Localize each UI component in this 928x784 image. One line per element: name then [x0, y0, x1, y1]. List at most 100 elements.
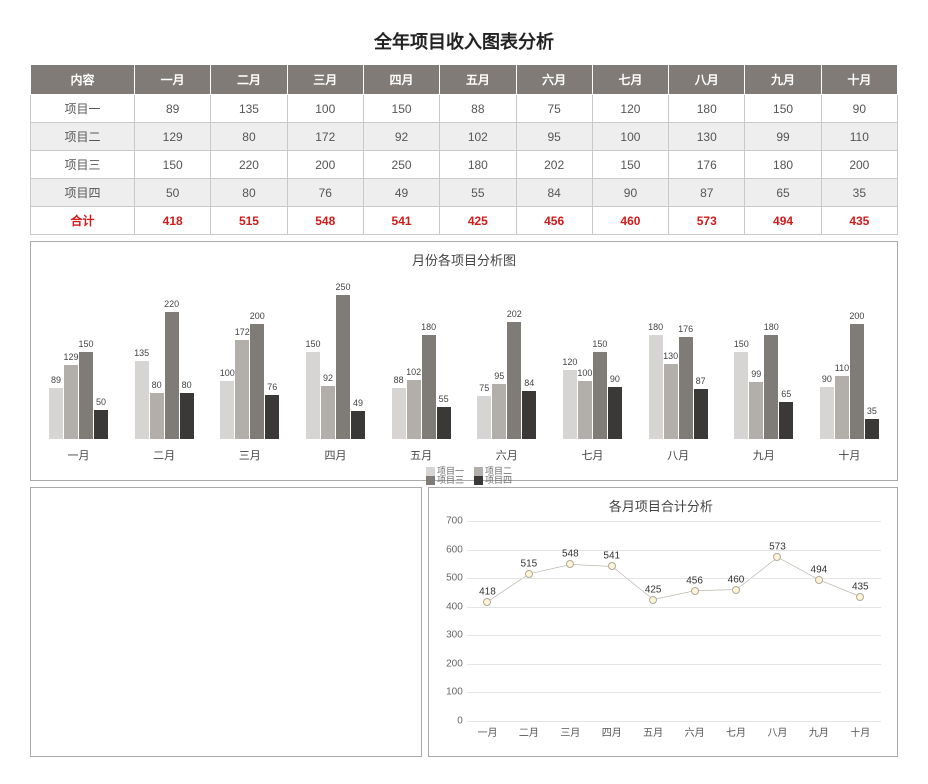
- bar: 150: [734, 352, 748, 439]
- bar: 99: [749, 382, 763, 439]
- x-tick-label: 九月: [809, 724, 829, 739]
- gridline: [467, 521, 881, 522]
- bar-value-label: 65: [781, 389, 791, 399]
- bar: 90: [820, 387, 834, 439]
- gridline: [467, 692, 881, 693]
- table-cell: 95: [516, 123, 592, 151]
- line-marker: [773, 553, 781, 561]
- line-marker: [856, 593, 864, 601]
- x-tick-label: 三月: [560, 724, 580, 739]
- y-tick-label: 100: [437, 687, 463, 698]
- bar-group: 12010015090七月: [563, 352, 622, 439]
- bar-category-label: 四月: [324, 447, 346, 463]
- bar: 172: [235, 340, 249, 439]
- y-tick-label: 0: [437, 716, 463, 727]
- bar-value-label: 90: [610, 374, 620, 384]
- line-marker: [815, 576, 823, 584]
- bar-group: 9011020035十月: [820, 324, 879, 439]
- bar: 65: [779, 402, 793, 440]
- table-header-cell: 三月: [287, 65, 363, 95]
- bar: 49: [351, 411, 365, 439]
- table-total-row: 合计418515548541425456460573494435: [31, 207, 898, 235]
- bar: 150: [306, 352, 320, 439]
- table-row: 项目一89135100150887512018015090: [31, 95, 898, 123]
- bar-value-label: 200: [250, 311, 265, 321]
- table-row-label: 项目三: [31, 151, 135, 179]
- table-total-cell: 460: [592, 207, 668, 235]
- table-header-cell: 五月: [440, 65, 516, 95]
- bar-value-label: 250: [335, 282, 350, 292]
- bar-value-label: 80: [182, 380, 192, 390]
- bar-value-label: 150: [78, 339, 93, 349]
- bar: 35: [865, 419, 879, 439]
- bar-group: 1358022080二月: [135, 312, 194, 439]
- bar: 95: [492, 384, 506, 439]
- bar-value-label: 35: [867, 406, 877, 416]
- table-cell: 100: [592, 123, 668, 151]
- line-chart-title: 各月项目合计分析: [437, 496, 885, 515]
- y-tick-label: 300: [437, 630, 463, 641]
- bar-value-label: 150: [305, 339, 320, 349]
- table-row-label: 项目一: [31, 95, 135, 123]
- bar-value-label: 176: [678, 324, 693, 334]
- table-cell: 49: [363, 179, 439, 207]
- line-value-label: 456: [686, 575, 703, 586]
- y-tick-label: 500: [437, 573, 463, 584]
- bar-value-label: 75: [479, 383, 489, 393]
- bar: 202: [507, 322, 521, 439]
- bar: 180: [649, 335, 663, 439]
- bar-value-label: 76: [267, 382, 277, 392]
- table-total-cell: 515: [211, 207, 287, 235]
- bar-value-label: 49: [353, 398, 363, 408]
- bar-chart-panel: 月份各项目分析图 8912915050一月1358022080二月1001722…: [30, 241, 898, 481]
- bar: 110: [835, 376, 849, 439]
- bar-value-label: 180: [648, 322, 663, 332]
- bar: 150: [593, 352, 607, 439]
- bar: 102: [407, 380, 421, 439]
- bar-value-label: 80: [152, 380, 162, 390]
- bar-category-label: 七月: [581, 447, 603, 463]
- bar-group: 8912915050一月: [49, 352, 108, 439]
- line-value-label: 435: [852, 581, 869, 592]
- table-cell: 89: [135, 95, 211, 123]
- line-marker: [525, 570, 533, 578]
- bar: 176: [679, 337, 693, 439]
- bar-category-label: 二月: [153, 447, 175, 463]
- bar-value-label: 200: [849, 311, 864, 321]
- line-chart-plot: 0100200300400500600700一月二月三月四月五月六月七月八月九月…: [467, 521, 881, 721]
- line-value-label: 418: [479, 586, 496, 597]
- table-header-cell: 一月: [135, 65, 211, 95]
- table-total-cell: 494: [745, 207, 821, 235]
- bar: 180: [764, 335, 778, 439]
- table-header-cell: 十月: [821, 65, 897, 95]
- table-cell: 55: [440, 179, 516, 207]
- line-marker: [566, 560, 574, 568]
- bar: 220: [165, 312, 179, 439]
- table-cell: 80: [211, 123, 287, 151]
- table-row-label: 项目二: [31, 123, 135, 151]
- table-cell: 76: [287, 179, 363, 207]
- table-header-cell: 四月: [363, 65, 439, 95]
- bar: 87: [694, 389, 708, 439]
- y-tick-label: 700: [437, 516, 463, 527]
- bar: 100: [578, 381, 592, 439]
- bar-value-label: 180: [764, 322, 779, 332]
- table-cell: 102: [440, 123, 516, 151]
- line-value-label: 541: [603, 551, 620, 562]
- bar-category-label: 一月: [68, 447, 90, 463]
- line-value-label: 425: [645, 584, 662, 595]
- table-cell: 180: [669, 95, 745, 123]
- table-cell: 92: [363, 123, 439, 151]
- table-cell: 90: [592, 179, 668, 207]
- bar: 180: [422, 335, 436, 439]
- table-cell: 87: [669, 179, 745, 207]
- bar-chart-plot: 8912915050一月1358022080二月10017220076三月150…: [49, 289, 879, 439]
- bar-value-label: 180: [421, 322, 436, 332]
- data-table: 内容一月二月三月四月五月六月七月八月九月十月 项目一89135100150887…: [30, 64, 898, 235]
- table-cell: 135: [211, 95, 287, 123]
- bar: 135: [135, 361, 149, 439]
- table-row-label: 项目四: [31, 179, 135, 207]
- bar: 80: [180, 393, 194, 439]
- line-value-label: 460: [728, 574, 745, 585]
- bar-value-label: 150: [592, 339, 607, 349]
